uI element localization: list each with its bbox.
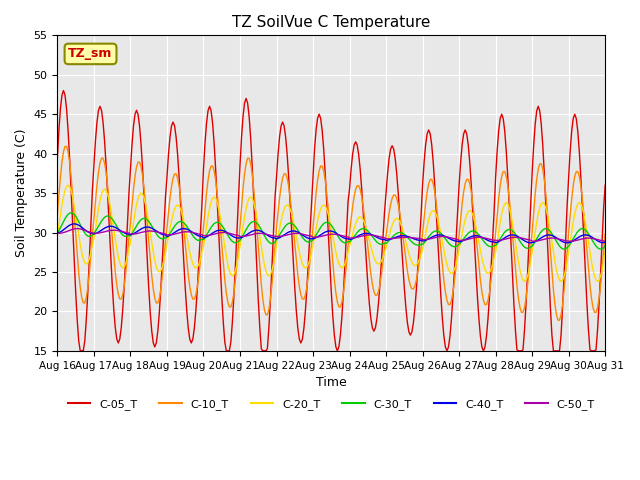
C-10_T: [536, 161, 543, 167]
Title: TZ SoilVue C Temperature: TZ SoilVue C Temperature: [232, 15, 431, 30]
C-40_T: [70, 221, 78, 227]
C-05_T: [54, 155, 61, 160]
C-20_T: [367, 244, 374, 250]
C-40_T: [367, 231, 374, 237]
C-40_T: [527, 240, 534, 246]
C-05_T: [76, 348, 84, 354]
C-05_T: [369, 325, 376, 331]
C-30_T: [536, 231, 543, 237]
C-20_T: [54, 232, 61, 238]
Line: C-50_T: C-50_T: [58, 228, 605, 241]
C-50_T: [367, 232, 374, 238]
C-10_T: [157, 286, 164, 292]
C-50_T: [74, 226, 81, 231]
C-10_T: [54, 212, 61, 217]
Line: C-10_T: C-10_T: [58, 146, 605, 320]
C-50_T: [54, 230, 61, 236]
C-20_T: [64, 182, 72, 188]
C-05_T: [387, 146, 394, 152]
C-30_T: [560, 246, 568, 252]
C-10_T: [61, 144, 69, 149]
C-50_T: [397, 235, 405, 240]
C-20_T: [70, 202, 78, 208]
C-30_T: [70, 212, 78, 217]
C-20_T: [521, 278, 529, 284]
C-05_T: [538, 121, 545, 127]
C-10_T: [385, 210, 393, 216]
C-50_T: [385, 236, 393, 242]
Legend: C-05_T, C-10_T, C-20_T, C-30_T, C-40_T, C-50_T: C-05_T, C-10_T, C-20_T, C-30_T, C-40_T, …: [63, 395, 599, 415]
C-10_T: [397, 221, 405, 227]
C-10_T: [556, 317, 563, 323]
C-10_T: [367, 271, 374, 277]
C-30_T: [157, 236, 164, 241]
C-30_T: [385, 238, 393, 243]
Line: C-20_T: C-20_T: [58, 185, 605, 281]
Line: C-40_T: C-40_T: [58, 224, 605, 243]
Y-axis label: Soil Temperature (C): Soil Temperature (C): [15, 129, 28, 257]
C-05_T: [159, 256, 166, 262]
C-20_T: [385, 233, 393, 239]
C-40_T: [54, 230, 61, 236]
C-30_T: [54, 230, 61, 236]
C-40_T: [397, 233, 405, 239]
C-50_T: [68, 227, 76, 232]
C-30_T: [367, 231, 374, 237]
C-50_T: [157, 230, 164, 236]
C-30_T: [397, 230, 405, 236]
C-05_T: [399, 262, 406, 268]
C-30_T: [67, 210, 75, 216]
Line: C-05_T: C-05_T: [58, 91, 605, 351]
C-10_T: [602, 231, 609, 237]
C-40_T: [385, 237, 393, 242]
C-20_T: [397, 222, 405, 228]
C-40_T: [602, 239, 609, 245]
C-40_T: [68, 221, 76, 227]
C-20_T: [602, 247, 609, 253]
C-05_T: [70, 256, 78, 262]
C-30_T: [602, 243, 609, 249]
C-05_T: [602, 182, 609, 188]
C-40_T: [157, 231, 164, 237]
C-40_T: [538, 235, 545, 240]
C-05_T: [60, 88, 67, 94]
C-20_T: [157, 268, 164, 274]
X-axis label: Time: Time: [316, 376, 347, 389]
Text: TZ_sm: TZ_sm: [68, 48, 113, 60]
C-50_T: [538, 237, 545, 243]
Line: C-30_T: C-30_T: [58, 213, 605, 249]
C-50_T: [602, 238, 609, 244]
C-20_T: [538, 201, 545, 207]
C-10_T: [70, 212, 78, 217]
C-50_T: [530, 239, 538, 244]
